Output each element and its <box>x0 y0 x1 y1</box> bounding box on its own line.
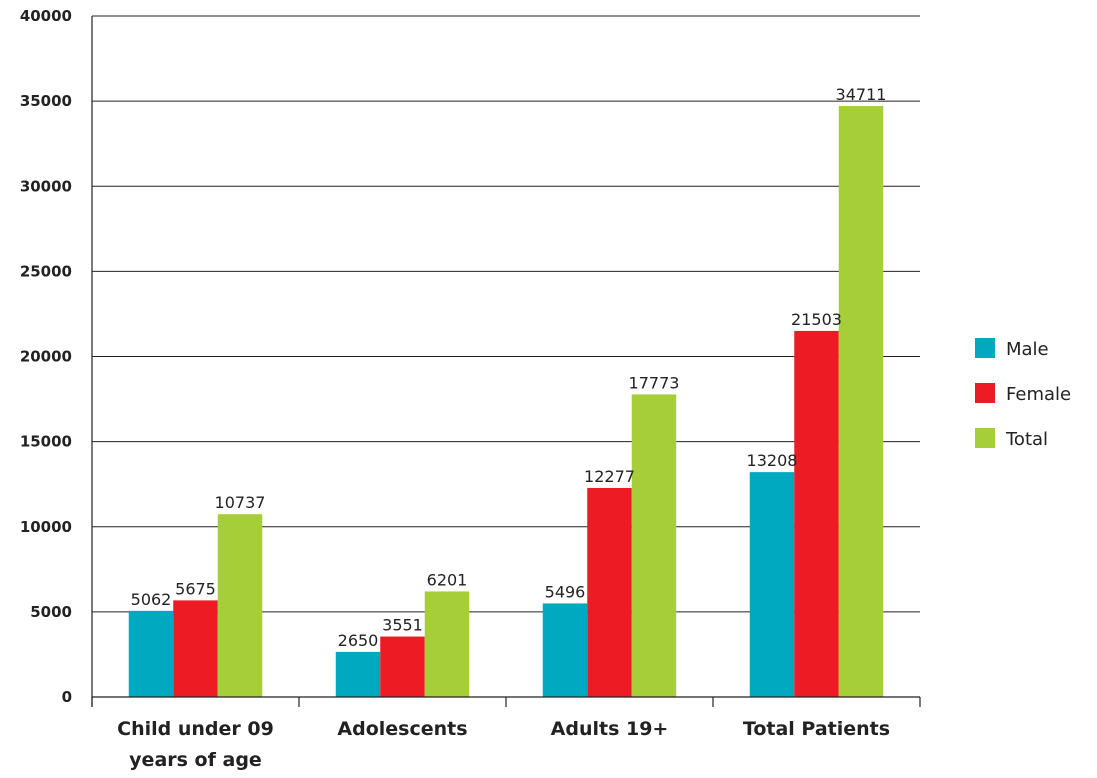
bar-total <box>217 514 263 697</box>
bar-male <box>335 651 381 697</box>
legend-item: Total <box>975 428 1048 450</box>
bar-male <box>128 610 174 697</box>
y-tick-label: 40000 <box>20 7 72 25</box>
legend-item: Male <box>975 338 1049 360</box>
legend-swatch <box>975 428 995 448</box>
category-label: Adolescents <box>337 718 467 740</box>
data-label: 10737 <box>215 493 266 512</box>
data-label: 2650 <box>338 631 379 650</box>
data-label: 21503 <box>791 310 842 329</box>
data-label: 5675 <box>175 579 216 598</box>
y-tick-label: 10000 <box>20 518 72 536</box>
bar-total <box>838 106 884 697</box>
y-tick-label: 0 <box>62 688 72 706</box>
y-tick-label: 35000 <box>20 92 72 110</box>
bar-total <box>424 591 470 697</box>
data-label: 17773 <box>629 373 680 392</box>
data-label: 6201 <box>427 570 468 589</box>
category-label: years of age <box>129 749 262 771</box>
y-tick-label: 30000 <box>20 177 72 195</box>
bar-total <box>631 394 677 697</box>
data-label: 5062 <box>131 590 172 609</box>
bar-female <box>587 487 632 697</box>
y-tick-label: 5000 <box>30 603 72 621</box>
bar-female <box>794 330 839 697</box>
legend-swatch <box>975 383 995 403</box>
legend-swatch <box>975 338 995 358</box>
bar-female <box>380 636 425 697</box>
legend: Male Female Total <box>975 338 1071 450</box>
legend-label: Total <box>1005 429 1048 450</box>
bar-female <box>173 600 218 697</box>
legend-item: Female <box>975 383 1071 405</box>
data-label: 12277 <box>584 467 635 486</box>
category-label: Child under 09 <box>117 718 274 740</box>
category-label: Adults 19+ <box>551 718 669 740</box>
bar-male <box>749 472 795 697</box>
bar-male <box>542 603 588 697</box>
legend-label: Male <box>1006 339 1049 360</box>
y-tick-label: 15000 <box>20 433 72 451</box>
y-tick-label: 25000 <box>20 262 72 280</box>
category-label: Total Patients <box>743 718 890 740</box>
data-label: 5496 <box>545 582 586 601</box>
category-labels: Child under 09 years of age Adolescents Adu… <box>117 718 890 771</box>
axes <box>91 16 921 707</box>
data-label: 34711 <box>836 85 887 104</box>
y-axis-tick-labels: 0 5000 10000 15000 20000 25000 30000 35000 40000 <box>20 7 72 706</box>
y-tick-label: 20000 <box>20 348 72 366</box>
legend-label: Female <box>1006 384 1071 405</box>
bar-series <box>128 106 884 697</box>
data-label: 3551 <box>382 616 423 635</box>
data-label: 13208 <box>747 451 798 470</box>
